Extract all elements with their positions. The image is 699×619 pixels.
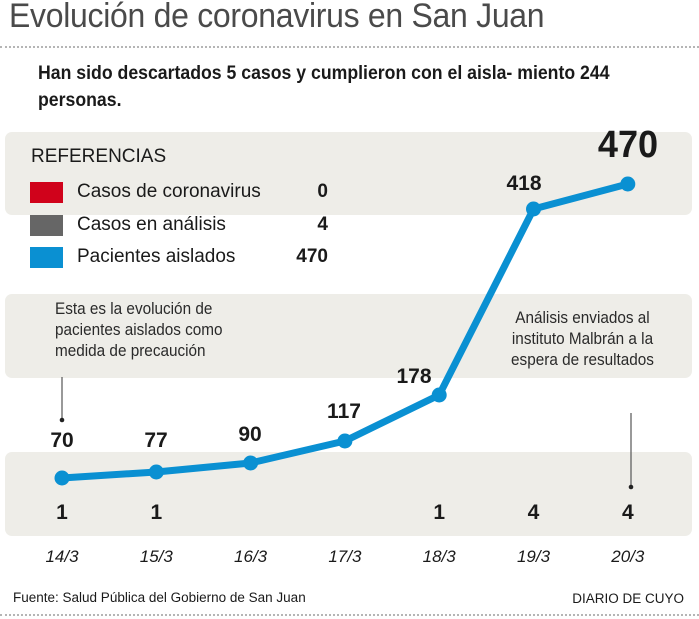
data-label-aislados: 77 (144, 429, 167, 452)
data-point (243, 455, 259, 471)
publisher-credit: DIARIO DE CUYO (572, 591, 684, 606)
legend-title: REFERENCIAS (31, 146, 167, 167)
data-label-analisis: 1 (150, 501, 162, 524)
data-label-analisis: 1 (433, 501, 445, 524)
data-point (148, 464, 164, 480)
chart-title: Evolución de coronavirus en San Juan (9, 0, 545, 35)
data-point (526, 201, 541, 217)
legend-value: 0 (317, 181, 328, 202)
bottom-divider (0, 614, 699, 616)
chart-subtitle: Han sido descartados 5 casos y cumpliero… (38, 63, 610, 111)
legend-value: 470 (296, 246, 328, 267)
x-tick-label: 18/3 (423, 547, 457, 566)
x-tick-label: 20/3 (610, 547, 645, 566)
data-label-aislados: 178 (396, 365, 431, 388)
band-bottom (5, 452, 692, 536)
data-label-analisis: 4 (528, 501, 540, 524)
data-point (620, 176, 636, 192)
data-label-analisis: 1 (56, 501, 68, 524)
x-tick-label: 14/3 (45, 547, 79, 566)
legend-item-aislados: Pacientes aislados 470 (30, 246, 340, 268)
x-tick-label: 17/3 (328, 547, 362, 566)
pointer-dot-right (628, 484, 634, 490)
data-label-analisis: 4 (622, 501, 634, 524)
legend-swatch-gray (30, 215, 63, 236)
x-tick-label: 16/3 (234, 547, 268, 566)
data-point (431, 387, 447, 403)
data-point (337, 433, 353, 449)
band-middle (5, 294, 692, 378)
data-point (54, 470, 70, 486)
legend-item-coronavirus: Casos de coronavirus 0 (30, 181, 340, 203)
x-tick-label: 19/3 (517, 547, 551, 566)
data-label-aislados: 90 (238, 423, 261, 446)
legend-label: Pacientes aislados (77, 246, 236, 267)
legend-swatch-red (30, 182, 63, 203)
data-label-aislados: 470 (598, 122, 658, 165)
data-label-aislados: 418 (506, 172, 541, 195)
legend-label: Casos de coronavirus (77, 181, 261, 202)
x-tick-label: 15/3 (140, 547, 174, 566)
annotation-left: Esta es la evolución de pacientes aislad… (55, 299, 223, 360)
top-divider (0, 46, 699, 48)
band-top (5, 132, 692, 215)
legend-item-analisis: Casos en análisis 4 (30, 214, 340, 236)
legend-value: 4 (317, 214, 328, 235)
data-label-aislados: 117 (327, 400, 361, 423)
pointer-dot-left (59, 417, 65, 423)
source-credit: Fuente: Salud Pública del Gobierno de Sa… (13, 590, 306, 605)
data-label-aislados: 70 (50, 429, 73, 452)
legend-label: Casos en análisis (77, 214, 226, 235)
annotation-right: Análisis enviados al instituto Malbrán a… (511, 308, 654, 369)
legend-swatch-blue (30, 247, 63, 268)
